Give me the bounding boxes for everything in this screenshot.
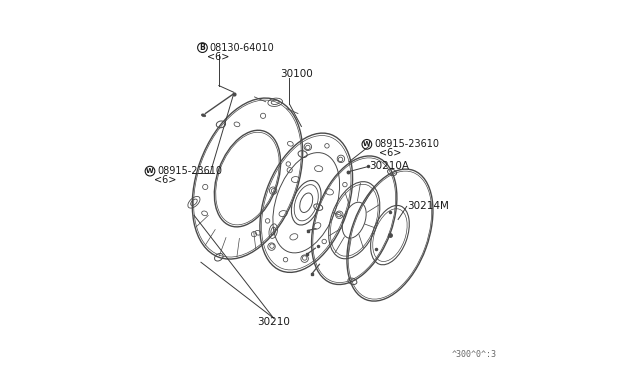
Text: <6>: <6> [207, 52, 229, 61]
Text: 30210: 30210 [257, 317, 290, 327]
Ellipse shape [202, 114, 205, 117]
Text: <6>: <6> [154, 175, 177, 185]
Text: 30210A: 30210A [369, 161, 409, 171]
Text: W: W [363, 141, 371, 147]
Text: <6>: <6> [379, 148, 401, 158]
Text: 30214M: 30214M [408, 202, 449, 211]
Text: 30100: 30100 [280, 70, 312, 79]
Text: W: W [146, 168, 154, 174]
Text: 08915-23610: 08915-23610 [374, 140, 439, 149]
Text: ^300^0^:3: ^300^0^:3 [452, 350, 497, 359]
Text: B: B [200, 43, 205, 52]
Text: 08915-23610: 08915-23610 [157, 166, 222, 176]
Text: 08130-64010: 08130-64010 [209, 43, 275, 52]
